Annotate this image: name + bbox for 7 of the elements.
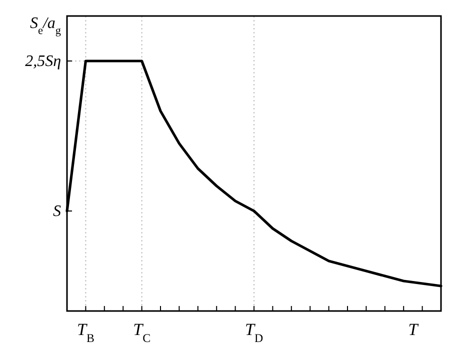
ref-line-label: S — [53, 203, 61, 220]
x-tick-label: T$_{C}$ — [133, 320, 151, 345]
ref-line-label: 2,5Sη — [25, 53, 62, 70]
x-axis-title: T — [408, 320, 420, 339]
x-tick-label: T$_{D}$ — [244, 320, 264, 345]
x-tick-label: T$_{B}$ — [76, 320, 94, 345]
y-axis-title: S$_{e}$/a$_{g}$ — [30, 15, 62, 37]
